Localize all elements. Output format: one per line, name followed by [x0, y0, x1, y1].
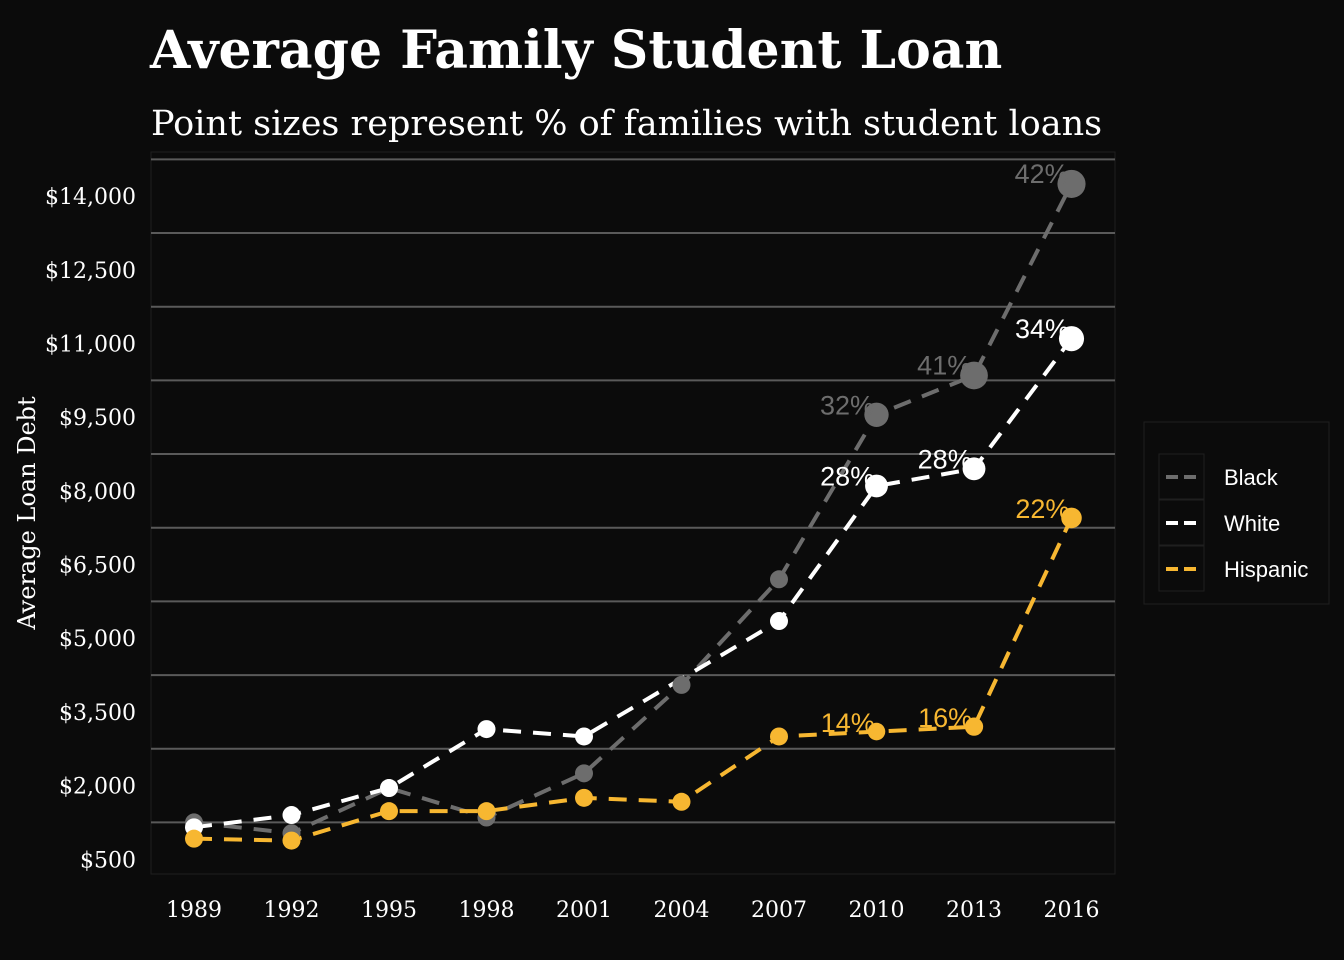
x-tick-label: 2013 [946, 898, 1002, 923]
data-point-black [960, 361, 988, 390]
legend-items: Black White Hispanic [1158, 453, 1308, 592]
data-point-white [477, 720, 496, 739]
point-label-white: 28% [820, 462, 874, 492]
data-point-hispanic [380, 802, 398, 821]
plot-panel [150, 151, 1116, 875]
point-label-hispanic: 22% [1015, 494, 1069, 524]
data-point-hispanic [575, 788, 593, 807]
legend-label-black: Black [1224, 465, 1279, 490]
x-tick-label: 1989 [166, 898, 222, 923]
series-lines [193, 182, 1074, 843]
y-tick-label: $3,500 [59, 701, 136, 726]
data-point-white [282, 806, 301, 825]
point-labels: 32% 41% 42% 28% 28% 34% 14% 16% 22% [820, 159, 1069, 738]
y-tick-label: $14,000 [45, 185, 136, 210]
y-tick-label: $9,500 [59, 406, 136, 431]
series-line-white [193, 337, 1074, 830]
x-tick-label: 1992 [264, 898, 320, 923]
data-point-white [865, 474, 888, 498]
point-label-hispanic: 14% [821, 708, 875, 738]
data-point-white [962, 457, 986, 481]
data-point-black [770, 570, 788, 589]
point-label-hispanic: 16% [918, 703, 972, 733]
legend-key-box [1158, 545, 1205, 592]
point-label-black: 32% [820, 390, 874, 420]
grid-lines [151, 158, 1115, 824]
data-point-black [864, 402, 889, 427]
data-point-white [770, 612, 788, 631]
x-tick-label: 2004 [654, 898, 710, 923]
y-axis-title: Average Loan Debt [13, 396, 41, 631]
x-tick-label: 1995 [361, 898, 417, 923]
y-tick-label: $2,000 [59, 775, 136, 800]
data-point-black [575, 764, 593, 783]
y-tick-label: $6,500 [59, 554, 136, 579]
data-point-white [1058, 326, 1085, 352]
legend-key-box [1158, 499, 1205, 546]
series-points [185, 169, 1086, 850]
x-tick-label: 2016 [1044, 898, 1100, 923]
series-line-black [193, 182, 1074, 836]
data-point-hispanic [964, 717, 984, 736]
data-point-hispanic [1061, 507, 1082, 529]
point-label-white: 34% [1015, 314, 1069, 344]
legend-label-white: White [1224, 511, 1280, 536]
y-tick-label: $11,000 [45, 333, 136, 358]
data-point-white [380, 779, 398, 798]
data-point-hispanic [770, 727, 788, 746]
legend: Black White Hispanic [1143, 421, 1330, 605]
y-tick-label: $12,500 [45, 259, 136, 284]
y-tick-label: $5,000 [59, 627, 136, 652]
chart-subtitle: Point sizes represent % of families with… [151, 104, 1102, 144]
data-point-black [672, 675, 691, 694]
point-label-black: 42% [1015, 159, 1069, 189]
series-line-hispanic [193, 517, 1074, 843]
x-tick-label: 2007 [751, 898, 807, 923]
data-point-black [1057, 169, 1086, 199]
x-tick-label: 1998 [459, 898, 515, 923]
x-axis-ticks: 1989 1992 1995 1998 2001 2004 2007 2010 2013 2016 [166, 898, 1100, 923]
data-point-hispanic [867, 722, 886, 741]
point-label-black: 41% [917, 351, 971, 381]
point-label-white: 28% [918, 445, 972, 475]
legend-label-hispanic: Hispanic [1224, 557, 1308, 582]
chart-title: Average Family Student Loan [149, 20, 1002, 81]
y-axis-ticks: $500 $2,000 $3,500 $5,000 $6,500 $8,000 $9,500… [45, 185, 136, 873]
x-tick-label: 2001 [556, 898, 612, 923]
y-tick-label: $8,000 [59, 480, 136, 505]
x-tick-label: 2010 [849, 898, 905, 923]
data-point-hispanic [282, 831, 301, 850]
legend-key-box [1158, 453, 1205, 500]
data-point-hispanic [672, 792, 691, 811]
y-tick-label: $500 [80, 848, 136, 873]
data-point-hispanic [185, 829, 203, 848]
data-point-hispanic [477, 802, 496, 821]
data-point-white [575, 727, 593, 746]
